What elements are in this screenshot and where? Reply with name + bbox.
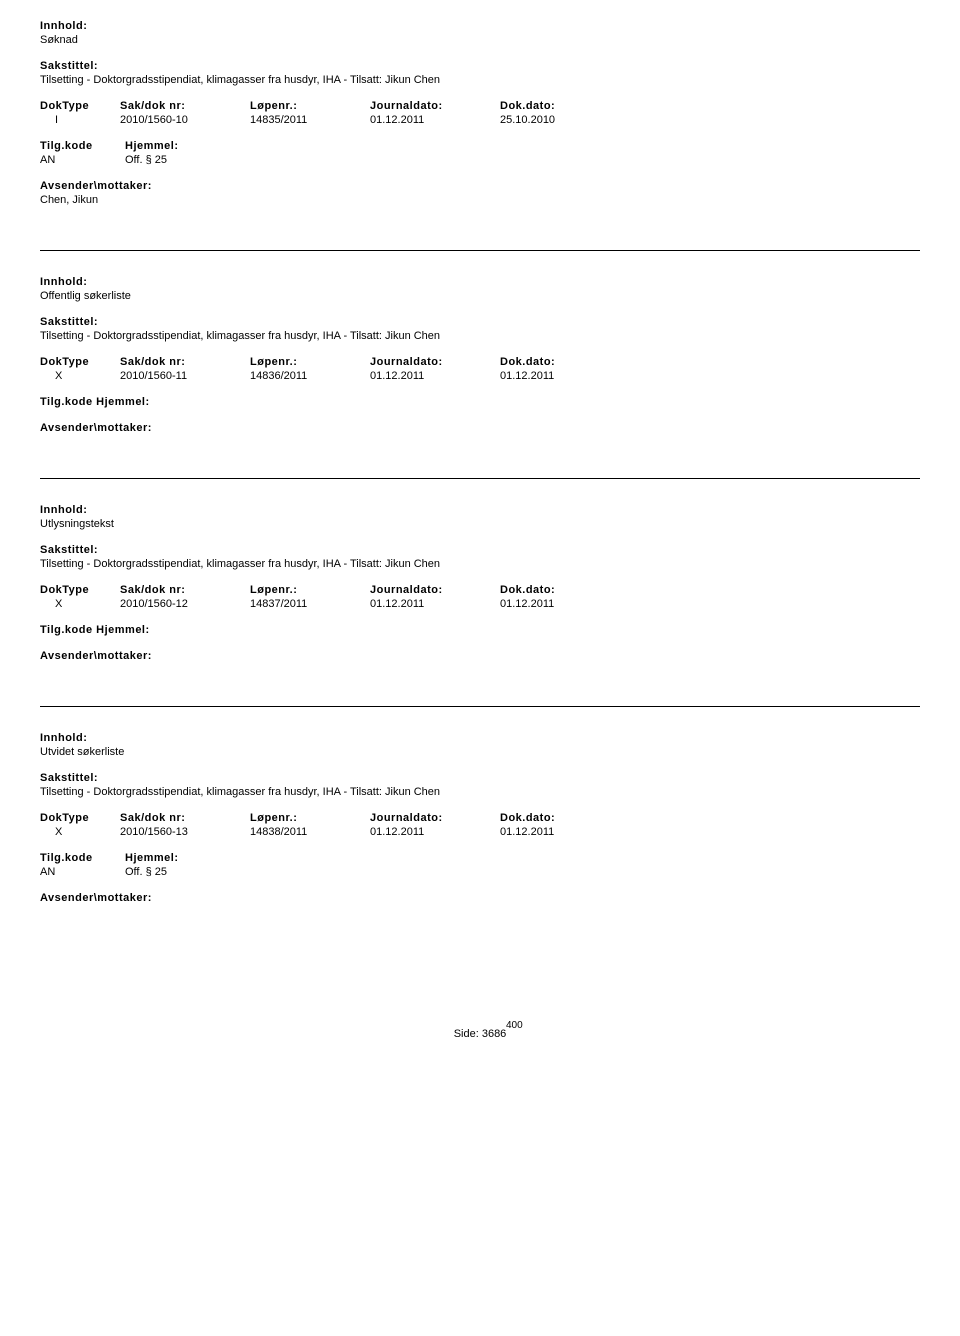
lopenr-label: Løpenr.: xyxy=(250,584,360,596)
meta-row: DokType X Sak/dok nr: 2010/1560-11 Løpenr.: 1… xyxy=(40,356,920,382)
tilgkode-hjemmel-label: Tilg.kode Hjemmel: xyxy=(40,396,920,408)
page-overlay: 400 xyxy=(506,1020,523,1031)
journaldato-label: Journaldato: xyxy=(370,812,490,824)
journaldato-value: 01.12.2011 xyxy=(370,370,490,382)
sakdok-value: 2010/1560-10 xyxy=(120,114,240,126)
journaldato-label: Journaldato: xyxy=(370,100,490,112)
hjemmel-label: Hjemmel: xyxy=(125,140,245,152)
sakdok-label: Sak/dok nr: xyxy=(120,584,240,596)
sakstittel-value: Tilsetting - Doktorgradsstipendiat, klim… xyxy=(40,74,920,86)
sakstittel-value: Tilsetting - Doktorgradsstipendiat, klim… xyxy=(40,558,920,570)
doktype-label: DokType xyxy=(40,812,110,824)
meta-row: DokType X Sak/dok nr: 2010/1560-13 Løpenr.: 1… xyxy=(40,812,920,838)
meta-row: DokType I Sak/dok nr: 2010/1560-10 Løpenr.: 1… xyxy=(40,100,920,126)
dokdato-value: 01.12.2011 xyxy=(500,370,600,382)
tilgkode-hjemmel-label: Tilg.kode Hjemmel: xyxy=(40,624,920,636)
innhold-value: Utlysningstekst xyxy=(40,518,920,530)
dokdato-value: 01.12.2011 xyxy=(500,826,600,838)
innhold-value: Offentlig søkerliste xyxy=(40,290,920,302)
tilgkode-value: AN xyxy=(40,866,125,878)
sakdok-value: 2010/1560-11 xyxy=(120,370,240,382)
journaldato-label: Journaldato: xyxy=(370,356,490,368)
avsender-value: Chen, Jikun xyxy=(40,194,920,206)
journaldato-label: Journaldato: xyxy=(370,584,490,596)
avsender-label: Avsender\mottaker: xyxy=(40,650,920,662)
journal-entry: Innhold: Offentlig søkerliste Sakstittel: T… xyxy=(40,276,920,479)
journaldato-value: 01.12.2011 xyxy=(370,598,490,610)
lopenr-value: 14836/2011 xyxy=(250,370,360,382)
doktype-value: X xyxy=(40,598,110,610)
lopenr-label: Løpenr.: xyxy=(250,812,360,824)
sakdok-value: 2010/1560-12 xyxy=(120,598,240,610)
lopenr-label: Løpenr.: xyxy=(250,356,360,368)
dokdato-label: Dok.dato: xyxy=(500,584,600,596)
sakdok-label: Sak/dok nr: xyxy=(120,356,240,368)
innhold-label: Innhold: xyxy=(40,732,920,744)
tilgkode-label: Tilg.kode xyxy=(40,852,125,864)
innhold-value: Utvidet søkerliste xyxy=(40,746,920,758)
hjemmel-label: Hjemmel: xyxy=(125,852,245,864)
journaldato-value: 01.12.2011 xyxy=(370,114,490,126)
avsender-label: Avsender\mottaker: xyxy=(40,422,920,434)
hjemmel-value: Off. § 25 xyxy=(125,866,245,878)
journal-entry: Innhold: Utvidet søkerliste Sakstittel: Til… xyxy=(40,732,920,948)
tilgkode-label: Tilg.kode xyxy=(40,140,125,152)
doktype-value: X xyxy=(40,826,110,838)
page-number: 3686 xyxy=(482,1028,506,1040)
side-label: Side: xyxy=(454,1028,479,1040)
journal-entry: Innhold: Søknad Sakstittel: Tilsetting - Do… xyxy=(40,20,920,251)
doktype-label: DokType xyxy=(40,584,110,596)
sakstittel-label: Sakstittel: xyxy=(40,544,920,556)
sakstittel-label: Sakstittel: xyxy=(40,316,920,328)
dokdato-value: 25.10.2010 xyxy=(500,114,600,126)
page-footer: Side: 3686 400 xyxy=(40,1028,920,1040)
dokdato-label: Dok.dato: xyxy=(500,812,600,824)
doktype-value: X xyxy=(40,370,110,382)
journaldato-value: 01.12.2011 xyxy=(370,826,490,838)
doktype-value: I xyxy=(40,114,110,126)
journal-entry: Innhold: Utlysningstekst Sakstittel: Tilset… xyxy=(40,504,920,707)
sakstittel-value: Tilsetting - Doktorgradsstipendiat, klim… xyxy=(40,330,920,342)
meta-row: DokType X Sak/dok nr: 2010/1560-12 Løpenr.: 1… xyxy=(40,584,920,610)
sakdok-label: Sak/dok nr: xyxy=(120,812,240,824)
sakstittel-value: Tilsetting - Doktorgradsstipendiat, klim… xyxy=(40,786,920,798)
avsender-label: Avsender\mottaker: xyxy=(40,892,920,904)
sakdok-value: 2010/1560-13 xyxy=(120,826,240,838)
lopenr-value: 14838/2011 xyxy=(250,826,360,838)
dokdato-value: 01.12.2011 xyxy=(500,598,600,610)
innhold-label: Innhold: xyxy=(40,504,920,516)
innhold-label: Innhold: xyxy=(40,276,920,288)
lopenr-label: Løpenr.: xyxy=(250,100,360,112)
sakstittel-label: Sakstittel: xyxy=(40,772,920,784)
hjemmel-value: Off. § 25 xyxy=(125,154,245,166)
doktype-label: DokType xyxy=(40,100,110,112)
lopenr-value: 14837/2011 xyxy=(250,598,360,610)
dokdato-label: Dok.dato: xyxy=(500,356,600,368)
innhold-label: Innhold: xyxy=(40,20,920,32)
lopenr-value: 14835/2011 xyxy=(250,114,360,126)
sakstittel-label: Sakstittel: xyxy=(40,60,920,72)
sakdok-label: Sak/dok nr: xyxy=(120,100,240,112)
innhold-value: Søknad xyxy=(40,34,920,46)
doktype-label: DokType xyxy=(40,356,110,368)
entries-container: Innhold: Søknad Sakstittel: Tilsetting - Do… xyxy=(40,20,920,948)
tilgkode-value: AN xyxy=(40,154,125,166)
dokdato-label: Dok.dato: xyxy=(500,100,600,112)
avsender-label: Avsender\mottaker: xyxy=(40,180,920,192)
